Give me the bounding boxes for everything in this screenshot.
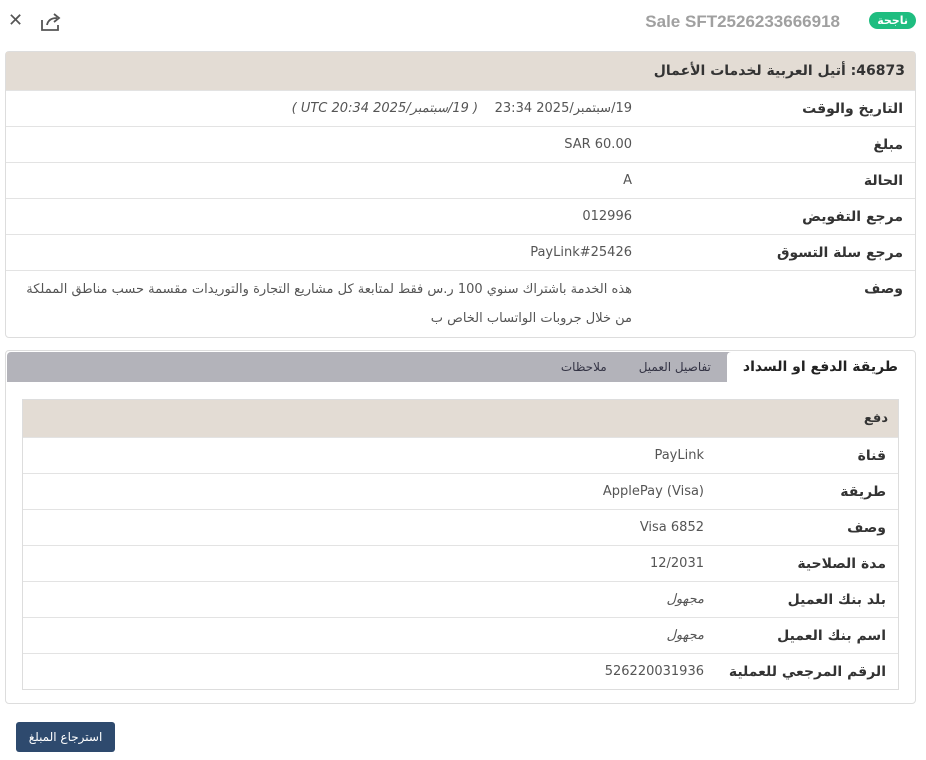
tab-bar: طريقة الدفع او السداد تفاصيل العميل ملاح… bbox=[7, 352, 914, 382]
row-value: ApplePay (Visa) bbox=[602, 484, 704, 499]
payment-table: دفع قناة PayLink طريقة ApplePay (Visa) وصف… bbox=[22, 399, 899, 690]
row-label: طريقة bbox=[840, 483, 886, 500]
tab-payment-method[interactable]: طريقة الدفع او السداد bbox=[726, 352, 914, 382]
table-row: مرجع التفويض 012996 bbox=[6, 198, 915, 234]
table-row: وصف هذه الخدمة باشتراك سنوي 100 ر.س فقط ل… bbox=[6, 270, 915, 337]
details-tabs-card: طريقة الدفع او السداد تفاصيل العميل ملاح… bbox=[5, 350, 916, 704]
transaction-title: Sale SFT2526233666918 bbox=[645, 12, 840, 31]
row-label: مرجع التفويض bbox=[802, 208, 903, 225]
row-label: وصف bbox=[864, 281, 903, 297]
row-label: مرجع سلة التسوق bbox=[776, 244, 903, 261]
table-row: مدة الصلاحية 12/2031 bbox=[23, 545, 898, 581]
table-row: قناة PayLink bbox=[23, 437, 898, 473]
row-value: 012996 bbox=[582, 209, 632, 224]
row-label: قناة bbox=[857, 447, 886, 464]
table-row: التاريخ والوقت 19/سبتمبر/2025 23:34 ( 19/… bbox=[6, 90, 915, 126]
top-bar: ✕ Sale SFT2526233666918 ناجحة bbox=[0, 0, 926, 46]
row-label: بلد بنك العميل bbox=[787, 591, 886, 608]
table-row: مرجع سلة التسوق PayLink#25426 bbox=[6, 234, 915, 270]
tab-customer-details[interactable]: تفاصيل العميل bbox=[638, 360, 711, 374]
row-label: الحالة bbox=[863, 172, 903, 189]
row-value: SAR 60.00 bbox=[564, 137, 632, 152]
row-label: وصف bbox=[847, 519, 886, 536]
table-row: مبلغ SAR 60.00 bbox=[6, 126, 915, 162]
row-value: 12/2031 bbox=[649, 556, 704, 571]
refund-button[interactable]: استرجاع المبلغ bbox=[16, 722, 115, 752]
table-row: بلد بنك العميل مجهول bbox=[23, 581, 898, 617]
row-value: مجهول bbox=[666, 592, 704, 607]
row-value: PayLink bbox=[654, 448, 704, 463]
row-label: اسم بنك العميل bbox=[777, 627, 886, 644]
row-value: مجهول bbox=[666, 628, 704, 643]
payment-title: دفع bbox=[23, 400, 898, 437]
merchant-title: 46873: أتيل العربية لخدمات الأعمال bbox=[6, 52, 915, 90]
utc-time: ( 19/سبتمبر/2025 20:34 UTC ) bbox=[291, 101, 479, 116]
table-row: الرقم المرجعي للعملية 526220031936 bbox=[23, 653, 898, 689]
row-label: مبلغ bbox=[873, 136, 903, 153]
row-value: 526220031936 bbox=[604, 664, 704, 679]
table-row: طريقة ApplePay (Visa) bbox=[23, 473, 898, 509]
row-value: A bbox=[623, 173, 632, 188]
table-row: وصف Visa 6852 bbox=[23, 509, 898, 545]
table-row: الحالة A bbox=[6, 162, 915, 198]
table-row: اسم بنك العميل مجهول bbox=[23, 617, 898, 653]
row-label: مدة الصلاحية bbox=[797, 555, 886, 572]
row-label: التاريخ والوقت bbox=[802, 100, 903, 117]
row-value: PayLink#25426 bbox=[530, 245, 632, 260]
row-value: Visa 6852 bbox=[639, 520, 704, 535]
status-badge: ناجحة bbox=[869, 12, 916, 29]
row-value: 19/سبتمبر/2025 23:34 bbox=[494, 101, 632, 116]
summary-card: 46873: أتيل العربية لخدمات الأعمال التار… bbox=[5, 51, 916, 338]
tab-notes[interactable]: ملاحظات bbox=[560, 360, 607, 374]
close-icon[interactable]: ✕ bbox=[8, 10, 24, 31]
share-icon[interactable] bbox=[40, 12, 62, 32]
row-value: هذه الخدمة باشتراك سنوي 100 ر.س فقط لمتا… bbox=[26, 282, 632, 326]
row-label: الرقم المرجعي للعملية bbox=[728, 663, 886, 680]
